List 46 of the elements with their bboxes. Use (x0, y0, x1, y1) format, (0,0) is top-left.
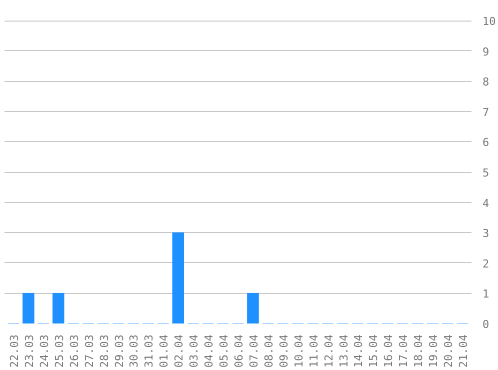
y-tick-label: 9 (482, 45, 490, 58)
y-tick-label: 5 (482, 166, 490, 180)
x-tick-label: 20.04 (442, 334, 456, 368)
x-tick-label: 01.04 (158, 334, 171, 368)
x-tick-label: 17.04 (397, 334, 410, 368)
y-tick-label: 4 (482, 196, 490, 210)
y-tick-label: 3 (482, 227, 490, 240)
x-tick-label: 21.04 (457, 334, 470, 368)
x-tick-label: 27.03 (82, 334, 96, 368)
x-tick-label: 24.03 (38, 334, 51, 368)
x-tick-label: 09.04 (277, 334, 290, 368)
x-tick-label: 25.03 (52, 334, 66, 368)
y-tick-label: 2 (482, 257, 490, 270)
x-tick-label: 08.04 (262, 334, 276, 368)
x-tick-label: 06.04 (232, 334, 246, 368)
y-tick-label: 10 (482, 15, 496, 28)
x-tick-label: 14.04 (352, 334, 366, 368)
bar (172, 232, 184, 324)
bar (52, 292, 64, 324)
y-tick-label: 0 (482, 318, 490, 331)
y-tick-label: 6 (482, 136, 490, 150)
x-tick-label: 05.04 (218, 334, 231, 368)
x-tick-label: 13.04 (337, 334, 350, 368)
x-tick-label: 11.04 (307, 334, 320, 368)
x-tick-label: 10.04 (292, 334, 306, 368)
y-tick-label: 1 (482, 288, 490, 301)
bar (22, 292, 34, 324)
x-tick-label: 02.04 (172, 334, 186, 368)
y-tick-label: 7 (482, 106, 490, 119)
bar (247, 292, 259, 324)
x-tick-label: 15.04 (367, 334, 380, 368)
x-tick-label: 30.03 (128, 334, 141, 368)
x-tick-label: 28.03 (98, 334, 111, 368)
x-tick-label: 19.04 (427, 334, 440, 368)
x-tick-label: 16.04 (382, 334, 396, 368)
x-tick-label: 22.03 (8, 334, 21, 368)
x-tick-label: 26.03 (68, 334, 81, 368)
x-tick-label: 31.03 (142, 334, 156, 368)
x-tick-label: 29.03 (112, 334, 126, 368)
x-tick-label: 03.04 (188, 334, 201, 368)
x-tick-label: 04.04 (202, 334, 216, 368)
x-tick-label: 18.04 (412, 334, 426, 368)
x-tick-label: 23.03 (22, 334, 36, 368)
x-tick-label: 12.04 (322, 334, 336, 368)
x-tick-label: 07.04 (247, 334, 260, 368)
y-tick-label: 8 (482, 76, 490, 89)
